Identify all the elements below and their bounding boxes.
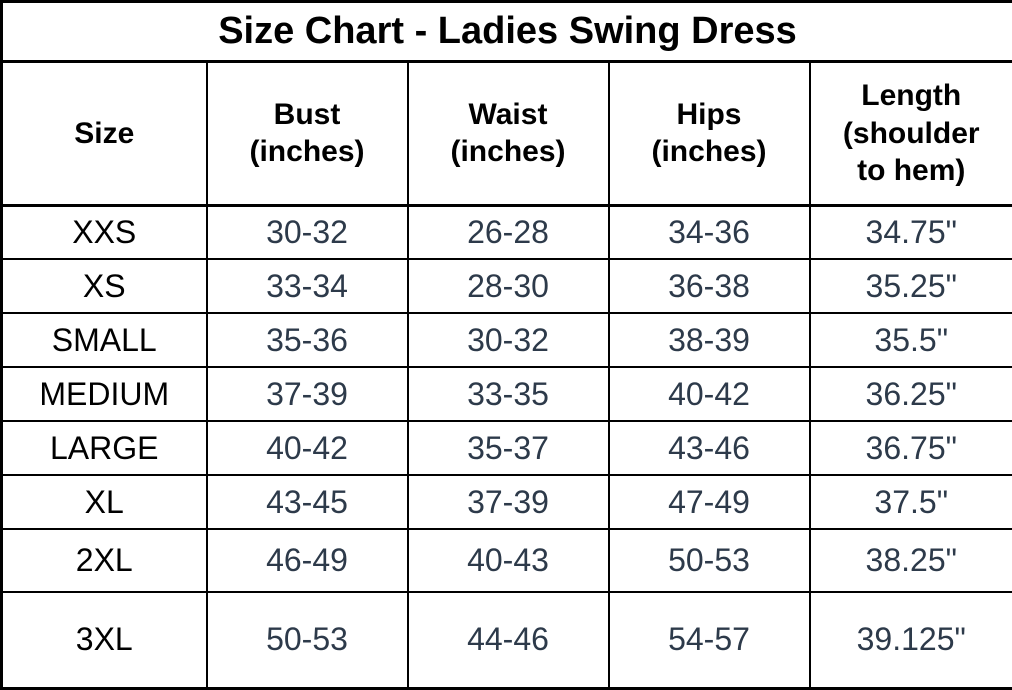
waist-value: 35-37 xyxy=(406,420,610,477)
length-value: 38.25" xyxy=(808,528,1012,593)
table-row-2xl: 2XL 46-49 40-43 50-53 38.25" xyxy=(0,528,1012,593)
waist-value: 44-46 xyxy=(406,590,610,690)
hips-value: 50-53 xyxy=(607,528,811,593)
bust-value: 40-42 xyxy=(205,420,409,477)
table-row-large: LARGE 40-42 35-37 43-46 36.75" xyxy=(0,420,1012,477)
waist-value: 28-30 xyxy=(406,258,610,315)
waist-value: 30-32 xyxy=(406,312,610,369)
size-label: SMALL xyxy=(0,312,208,369)
column-header-row: Size Bust (inches) Waist (inches) Hips (… xyxy=(0,60,1012,207)
table-row-small: SMALL 35-36 30-32 38-39 35.5" xyxy=(0,312,1012,369)
length-value: 36.75" xyxy=(808,420,1012,477)
table-row-3xl: 3XL 50-53 44-46 54-57 39.125" xyxy=(0,590,1012,690)
bust-value: 37-39 xyxy=(205,366,409,423)
table-row-medium: MEDIUM 37-39 33-35 40-42 36.25" xyxy=(0,366,1012,423)
length-value: 35.25" xyxy=(808,258,1012,315)
waist-value: 33-35 xyxy=(406,366,610,423)
table-row-xs: XS 33-34 28-30 36-38 35.25" xyxy=(0,258,1012,315)
hips-value: 38-39 xyxy=(607,312,811,369)
column-header-hips: Hips (inches) xyxy=(607,60,811,207)
size-label: XXS xyxy=(0,204,208,261)
bust-value: 35-36 xyxy=(205,312,409,369)
size-label: LARGE xyxy=(0,420,208,477)
size-label: 3XL xyxy=(0,590,208,690)
length-value: 35.5" xyxy=(808,312,1012,369)
column-header-waist: Waist (inches) xyxy=(406,60,610,207)
column-header-bust: Bust (inches) xyxy=(205,60,409,207)
waist-value: 40-43 xyxy=(406,528,610,593)
bust-value: 30-32 xyxy=(205,204,409,261)
table-row-xxs: XXS 30-32 26-28 34-36 34.75" xyxy=(0,204,1012,261)
length-value: 34.75" xyxy=(808,204,1012,261)
hips-value: 40-42 xyxy=(607,366,811,423)
bust-value: 50-53 xyxy=(205,590,409,690)
hips-value: 47-49 xyxy=(607,474,811,531)
waist-value: 26-28 xyxy=(406,204,610,261)
hips-value: 54-57 xyxy=(607,590,811,690)
table-row-xl: XL 43-45 37-39 47-49 37.5" xyxy=(0,474,1012,531)
page-title: Size Chart - Ladies Swing Dress xyxy=(0,0,1012,64)
bust-value: 46-49 xyxy=(205,528,409,593)
hips-value: 43-46 xyxy=(607,420,811,477)
size-label: MEDIUM xyxy=(0,366,208,423)
length-value: 37.5" xyxy=(808,474,1012,531)
title-row: Size Chart - Ladies Swing Dress xyxy=(0,0,1012,64)
size-label: XS xyxy=(0,258,208,315)
size-label: XL xyxy=(0,474,208,531)
column-header-length: Length (shoulder to hem) xyxy=(808,60,1012,207)
hips-value: 34-36 xyxy=(607,204,811,261)
column-header-size: Size xyxy=(0,60,208,207)
length-value: 36.25" xyxy=(808,366,1012,423)
waist-value: 37-39 xyxy=(406,474,610,531)
hips-value: 36-38 xyxy=(607,258,811,315)
bust-value: 43-45 xyxy=(205,474,409,531)
size-label: 2XL xyxy=(0,528,208,593)
length-value: 39.125" xyxy=(808,590,1012,690)
bust-value: 33-34 xyxy=(205,258,409,315)
